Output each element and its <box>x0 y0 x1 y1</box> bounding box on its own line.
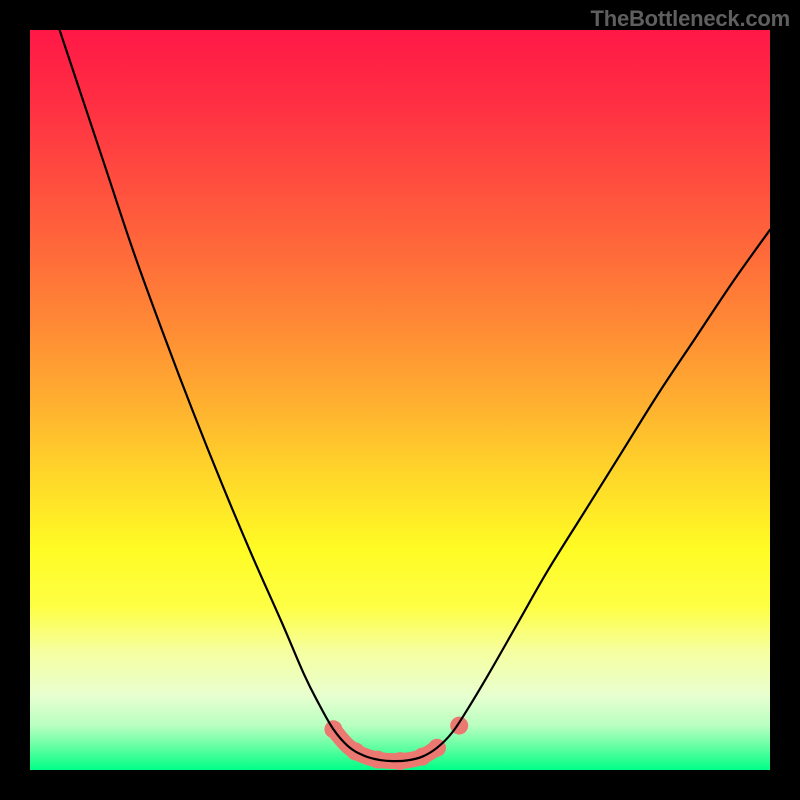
watermark-text: TheBottleneck.com <box>590 6 790 32</box>
chart-frame: TheBottleneck.com <box>0 0 800 800</box>
plot-area <box>30 30 770 770</box>
bottleneck-curve-chart <box>30 30 770 770</box>
gradient-background <box>30 30 770 770</box>
